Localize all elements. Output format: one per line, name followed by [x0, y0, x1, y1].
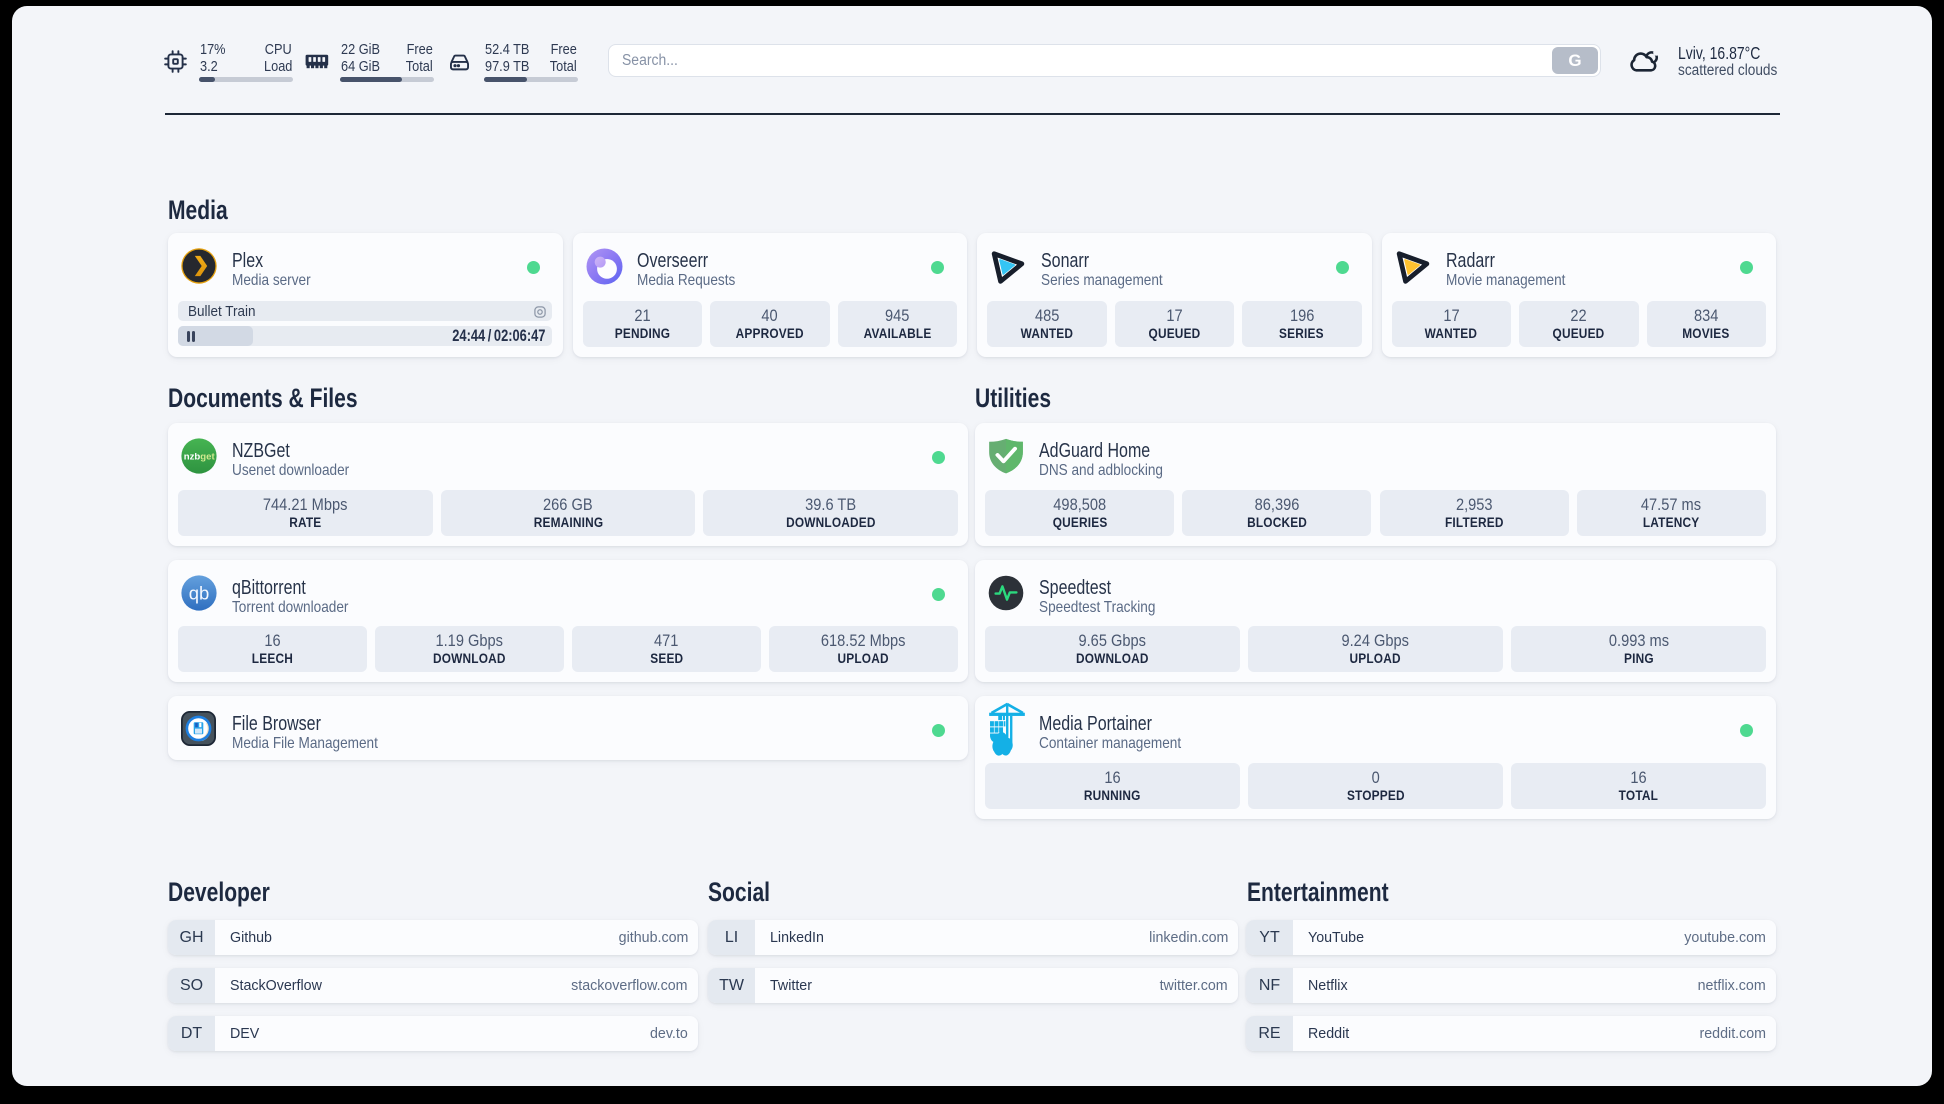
svg-text:nzbget: nzbget — [184, 452, 216, 463]
svg-text:qb: qb — [189, 582, 210, 603]
